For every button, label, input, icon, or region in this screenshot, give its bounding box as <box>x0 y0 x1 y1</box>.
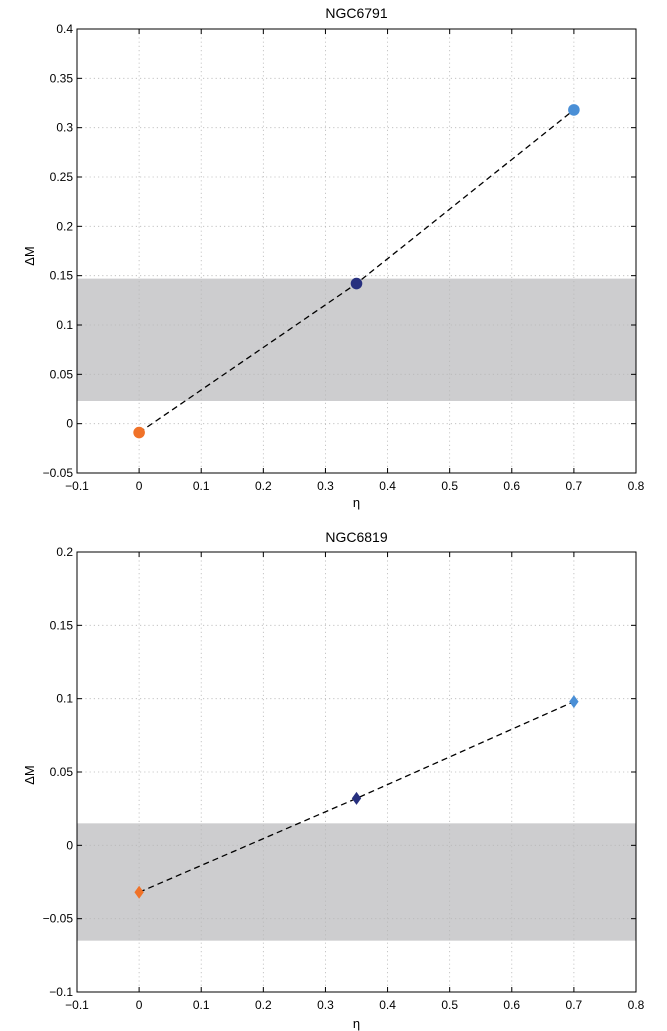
data-point-diamond <box>569 695 579 709</box>
x-tick-label: −0.1 <box>65 479 89 493</box>
y-tick-label: 0.05 <box>50 367 74 381</box>
x-tick-label: 0.2 <box>255 998 272 1012</box>
panel-ngc6791: NGC6791 η ΔM −0.1 0 0.1 0.2 0.3 0.4 0.5 0.6 0.7 0… <box>22 5 645 510</box>
x-tick-label: 0.8 <box>628 479 645 493</box>
y-axis-label: ΔM <box>22 765 37 785</box>
x-tick-label: 0.7 <box>566 998 583 1012</box>
x-tick-label: 0.8 <box>628 998 645 1012</box>
y-tick-label: 0.35 <box>50 71 74 85</box>
y-tick-label: 0.1 <box>56 692 73 706</box>
x-tick-label: 0.7 <box>566 479 583 493</box>
x-tick-label: 0.4 <box>379 479 396 493</box>
y-tick-label: −0.1 <box>49 985 73 999</box>
y-tick-label: 0.2 <box>56 545 73 559</box>
y-tick-label: 0.25 <box>50 170 74 184</box>
x-tick-label: 0.5 <box>441 998 458 1012</box>
y-tick-label: 0.4 <box>56 22 73 36</box>
x-axis-label: η <box>353 495 360 510</box>
data-point-circle <box>350 277 363 290</box>
chart-title: NGC6819 <box>325 529 387 545</box>
y-tick-label: −0.05 <box>43 912 74 926</box>
y-tick-label: 0 <box>66 838 73 852</box>
y-axis-label: ΔM <box>22 246 37 266</box>
x-tick-label: 0.3 <box>317 998 334 1012</box>
shaded-band <box>77 823 636 941</box>
y-tick-label: 0.15 <box>50 618 74 632</box>
x-tick-label: 0.1 <box>193 998 210 1012</box>
x-tick-label: 0.6 <box>503 998 520 1012</box>
data-point-circle <box>568 104 580 116</box>
x-tick-label: 0 <box>136 479 143 493</box>
axes-frame <box>76 28 637 474</box>
y-tick-label: 0 <box>66 417 73 431</box>
y-tick-label: 0.15 <box>50 269 74 283</box>
x-tick-label: 0.6 <box>503 479 520 493</box>
y-tick-label: −0.05 <box>43 466 74 480</box>
chart-title: NGC6791 <box>325 5 387 21</box>
data-point-circle <box>133 426 145 439</box>
y-tick-label: 0.05 <box>50 765 74 779</box>
y-tick-label: 0.2 <box>56 219 73 233</box>
y-tick-label: 0.3 <box>56 121 73 135</box>
x-tick-label: 0.5 <box>441 479 458 493</box>
panel-ngc6819: NGC6819 η ΔM −0.1 0 0.1 0.2 0.3 0.4 0.5 0.6 0.7 0… <box>22 529 645 1031</box>
x-axis-label: η <box>353 1016 360 1031</box>
x-tick-label: 0 <box>136 998 143 1012</box>
x-tick-label: 0.3 <box>317 479 334 493</box>
data-point-diamond <box>351 791 362 805</box>
y-tick-label: 0.1 <box>56 318 73 332</box>
x-tick-label: −0.1 <box>65 998 89 1012</box>
shaded-band <box>77 278 636 401</box>
x-tick-label: 0.4 <box>379 998 396 1012</box>
x-tick-label: 0.1 <box>193 479 210 493</box>
fit-line <box>138 701 575 893</box>
x-tick-label: 0.2 <box>255 479 272 493</box>
data-point-diamond <box>134 885 144 899</box>
